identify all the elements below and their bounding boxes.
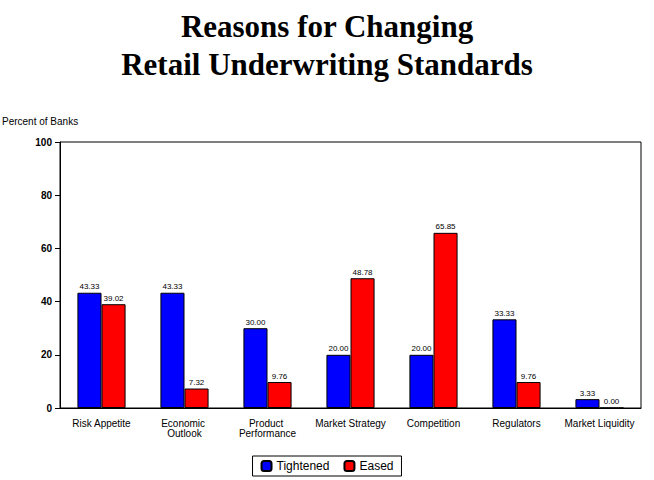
svg-text:Regulators: Regulators [492, 418, 540, 429]
svg-text:3.33: 3.33 [580, 389, 596, 398]
svg-text:33.33: 33.33 [494, 309, 515, 318]
svg-text:Product: Product [248, 417, 287, 429]
svg-text:39.02: 39.02 [104, 294, 125, 303]
svg-text:Risk Appetite: Risk Appetite [72, 418, 131, 429]
svg-text:Reasons for Changing: Reasons for Changing [181, 9, 474, 44]
svg-text:9.76: 9.76 [521, 372, 537, 381]
svg-text:0: 0 [46, 403, 52, 414]
svg-text:Tightened: Tightened [277, 459, 330, 473]
svg-text:43.33: 43.33 [162, 282, 183, 291]
svg-text:Outlook: Outlook [167, 428, 202, 439]
svg-text:7.32: 7.32 [189, 378, 205, 387]
svg-text:9.76: 9.76 [272, 372, 288, 381]
svg-text:100: 100 [35, 137, 52, 148]
svg-text:65.85: 65.85 [436, 222, 457, 231]
svg-text:Performance: Performance [239, 428, 297, 439]
svg-text:Economic: Economic [161, 417, 208, 429]
svg-text:43.33: 43.33 [79, 282, 100, 291]
svg-text:Retail Underwriting Standards: Retail Underwriting Standards [121, 47, 533, 82]
svg-text:20.00: 20.00 [411, 344, 432, 353]
svg-text:20.00: 20.00 [328, 344, 349, 353]
svg-text:30.00: 30.00 [245, 318, 266, 327]
svg-text:Competition: Competition [407, 418, 460, 429]
svg-text:Market Strategy: Market Strategy [315, 418, 386, 429]
svg-text:48.78: 48.78 [353, 268, 374, 277]
svg-text:20: 20 [41, 349, 53, 360]
svg-text:60: 60 [41, 243, 53, 254]
svg-text:Market Liquidity: Market Liquidity [564, 418, 634, 429]
svg-text:40: 40 [41, 296, 53, 307]
svg-text:0.00: 0.00 [604, 397, 620, 406]
svg-text:80: 80 [41, 190, 53, 201]
svg-text:Eased: Eased [359, 459, 393, 473]
svg-text:Percent of Banks: Percent of Banks [2, 116, 78, 127]
